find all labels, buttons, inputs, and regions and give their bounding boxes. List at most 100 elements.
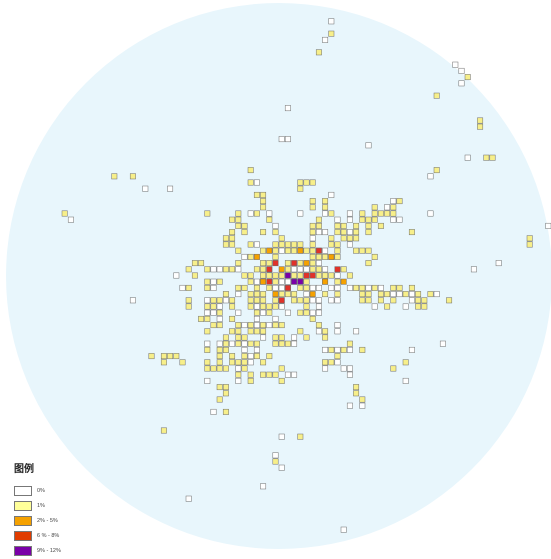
grid-cell xyxy=(253,241,260,248)
grid-cell xyxy=(191,260,198,267)
grid-cell xyxy=(266,371,273,378)
legend-label-3: 6 % - 8% xyxy=(37,532,60,539)
grid-cell xyxy=(359,291,366,298)
grid-cell xyxy=(222,297,229,304)
grid-cell xyxy=(309,284,316,291)
grid-cell xyxy=(421,303,428,310)
legend-label-0: 0% xyxy=(37,487,45,494)
grid-cell xyxy=(297,433,304,440)
grid-cell xyxy=(185,266,192,273)
grid-cell xyxy=(260,247,267,254)
grid-cell-hot xyxy=(315,247,322,254)
grid-cell xyxy=(303,179,310,186)
grid-cell xyxy=(334,322,341,329)
grid-cell xyxy=(284,291,291,298)
legend-swatch-1 xyxy=(14,500,32,511)
legend-swatch-0 xyxy=(14,485,32,496)
grid-cell xyxy=(229,235,236,242)
grid-cell xyxy=(185,284,192,291)
grid-cell xyxy=(297,241,304,248)
grid-cell xyxy=(278,365,285,372)
grid-cell xyxy=(229,359,236,366)
grid-cell xyxy=(253,297,260,304)
grid-cell xyxy=(241,222,248,229)
grid-cell xyxy=(210,297,217,304)
grid-cell xyxy=(328,18,335,25)
grid-cell xyxy=(247,253,254,260)
grid-cell xyxy=(235,210,242,217)
grid-cell xyxy=(458,80,465,87)
grid-cell xyxy=(284,371,291,378)
grid-cell-hot xyxy=(291,260,298,267)
grid-cell xyxy=(253,291,260,298)
grid-cell xyxy=(216,322,223,329)
grid-cell xyxy=(303,278,310,285)
grid-cell xyxy=(390,297,397,304)
grid-cell xyxy=(272,253,279,260)
grid-cell xyxy=(291,297,298,304)
grid-cell-hot xyxy=(260,278,267,285)
grid-cell xyxy=(247,167,254,174)
grid-cell xyxy=(278,247,285,254)
grid-cell xyxy=(241,253,248,260)
grid-cell xyxy=(216,365,223,372)
grid-cell xyxy=(210,303,217,310)
grid-cell xyxy=(272,247,279,254)
grid-cell xyxy=(260,371,267,378)
grid-cell xyxy=(322,247,329,254)
grid-cell xyxy=(173,353,180,360)
grid-cell xyxy=(278,340,285,347)
grid-cell xyxy=(266,309,273,316)
grid-cell xyxy=(179,359,186,366)
grid-cell xyxy=(297,179,304,186)
grid-cell xyxy=(309,266,316,273)
grid-cell xyxy=(204,346,211,353)
grid-cell xyxy=(353,235,360,242)
legend-label-2: 2% - 5% xyxy=(37,517,58,524)
grid-cell xyxy=(470,266,477,273)
grid-cell xyxy=(303,297,310,304)
grid-cell xyxy=(266,303,273,310)
grid-cell xyxy=(266,260,273,267)
grid-cell xyxy=(427,173,434,180)
grid-cell xyxy=(260,483,267,490)
grid-cell xyxy=(328,346,335,353)
grid-cell xyxy=(297,266,304,273)
grid-cell xyxy=(334,222,341,229)
grid-cell xyxy=(222,408,229,415)
grid-cell xyxy=(322,272,329,279)
grid-cell xyxy=(260,297,267,304)
grid-cell xyxy=(390,198,397,205)
legend-item-1: 1% xyxy=(14,499,104,512)
grid-cell xyxy=(198,260,205,267)
grid-cell xyxy=(322,36,329,43)
grid-cell xyxy=(328,284,335,291)
grid-cell xyxy=(216,297,223,304)
grid-cell xyxy=(253,179,260,186)
grid-cell xyxy=(464,74,471,81)
grid-cell xyxy=(160,353,167,360)
grid-cell xyxy=(359,210,366,217)
grid-cell xyxy=(284,266,291,273)
grid-cell xyxy=(229,241,236,248)
grid-cell xyxy=(328,210,335,217)
grid-cell xyxy=(160,427,167,434)
grid-cell xyxy=(353,284,360,291)
legend-item-0: 0% xyxy=(14,484,104,497)
grid-cell xyxy=(272,284,279,291)
grid-cell xyxy=(266,353,273,360)
grid-cell xyxy=(204,297,211,304)
grid-cell xyxy=(260,334,267,341)
grid-cell xyxy=(291,291,298,298)
grid-cell-hot xyxy=(309,272,316,279)
grid-cell xyxy=(328,272,335,279)
grid-cell xyxy=(315,284,322,291)
grid-cell xyxy=(334,291,341,298)
grid-cell xyxy=(322,334,329,341)
grid-cell xyxy=(272,241,279,248)
grid-cell xyxy=(216,266,223,273)
grid-cell xyxy=(241,322,248,329)
grid-cell xyxy=(371,253,378,260)
grid-cell xyxy=(241,334,248,341)
grid-cell xyxy=(222,365,229,372)
